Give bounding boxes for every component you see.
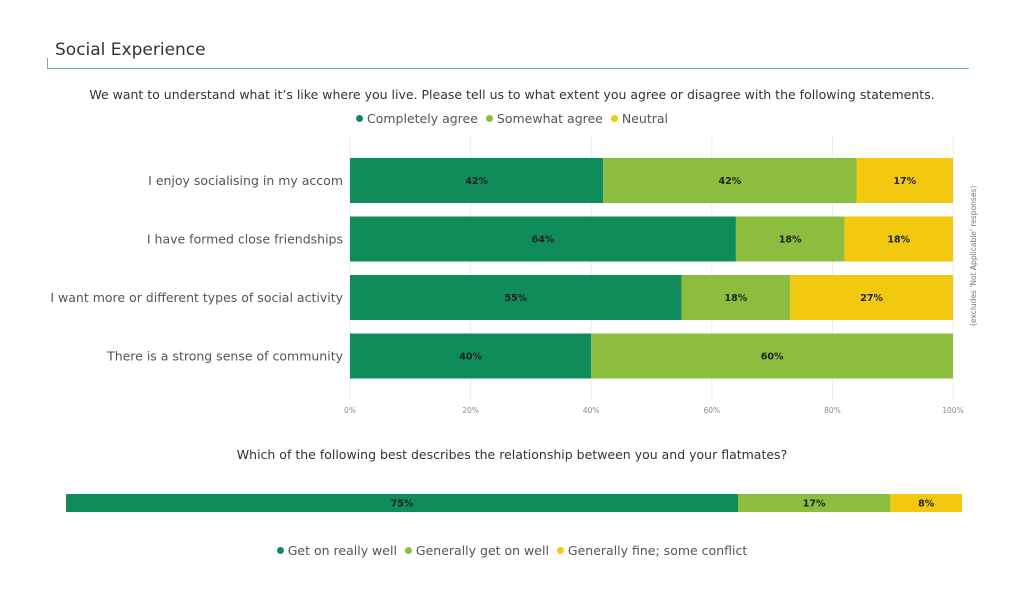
data-label: 18% [779,235,802,246]
bar-segment[interactable] [844,216,953,262]
data-label: 18% [887,235,910,246]
bar-segment[interactable] [856,158,953,203]
data-label: 64% [532,235,555,246]
flatmates-stacked-bar-chart: 75% 17% 8% [66,494,962,512]
legend-item-somewhat-agree[interactable]: Somewhat agree [485,111,603,126]
bar-segment[interactable] [350,158,604,203]
data-label: 17% [803,499,826,510]
x-tick-label: 40% [583,406,600,415]
legend-label: Generally get on well [415,543,549,558]
bar-segment[interactable] [591,333,953,379]
chart-side-note: (excludes 'Not Applicable' responses) [969,185,978,327]
bar-segment[interactable] [738,494,891,512]
legend-dot-icon [485,115,493,122]
legend-dot-icon [276,547,284,554]
legend-label: Somewhat agree [496,111,603,126]
data-label: 40% [459,352,482,363]
legend-label: Neutral [621,111,669,126]
question-2-text: Which of the following best describes th… [236,447,788,462]
section-title: Social Experience [55,40,206,60]
legend-item-get-on-really-well[interactable]: Get on really well [276,543,397,558]
data-label: 60% [761,352,784,363]
data-label: 75% [391,499,414,510]
data-label: 18% [725,293,748,304]
bar-segment[interactable] [890,494,962,512]
data-label: 27% [860,293,883,304]
legend-label: Generally fine; some conflict [567,543,748,558]
bar-segment[interactable] [681,275,791,320]
legend-dot-icon [404,547,412,554]
data-label: 17% [893,176,916,187]
bar-segment[interactable] [350,216,736,262]
legend-item-generally-get-on-well[interactable]: Generally get on well [404,543,549,558]
legend-item-neutral[interactable]: Neutral [610,111,669,126]
legend-item-generally-fine[interactable]: Generally fine; some conflict [556,543,748,558]
legend-item-completely-agree[interactable]: Completely agree [355,111,478,126]
x-tick-label: 60% [703,406,720,415]
agreement-stacked-bar-chart: 0% 20% 40% 60% 80% 100% I enjoy socialising in… [50,136,964,415]
category-label: I enjoy socialising in my accom [148,173,343,188]
legend-bottom: Get on really well Generally get on well… [0,543,1024,558]
question-1-text: We want to understand what it’s like whe… [89,87,935,102]
bar-segment[interactable] [350,333,592,379]
data-label: 42% [719,176,742,187]
bar-segment[interactable] [66,494,738,512]
legend-label: Get on really well [287,543,397,558]
x-tick-label: 80% [824,406,841,415]
data-label: 8% [918,499,935,510]
x-tick-label: 20% [462,406,479,415]
x-tick-label: 0% [344,406,356,415]
legend-dot-icon [610,115,618,122]
category-label: I want more or different types of social… [50,290,343,305]
bar-segment[interactable] [603,158,857,203]
section-divider [47,68,969,69]
data-label: 55% [504,293,527,304]
section-rule-tick [47,58,48,69]
legend-dot-icon [355,115,363,122]
category-label: There is a strong sense of community [106,349,344,364]
legend-top: Completely agree Somewhat agree Neutral [0,111,1024,126]
legend-label: Completely agree [366,111,478,126]
category-label: I have formed close friendships [147,232,343,247]
bar-segment[interactable] [350,275,682,320]
x-tick-label: 100% [942,406,963,415]
data-label: 42% [465,176,488,187]
bar-segment[interactable] [735,216,845,262]
bar-segment[interactable] [790,275,953,320]
legend-dot-icon [556,547,564,554]
